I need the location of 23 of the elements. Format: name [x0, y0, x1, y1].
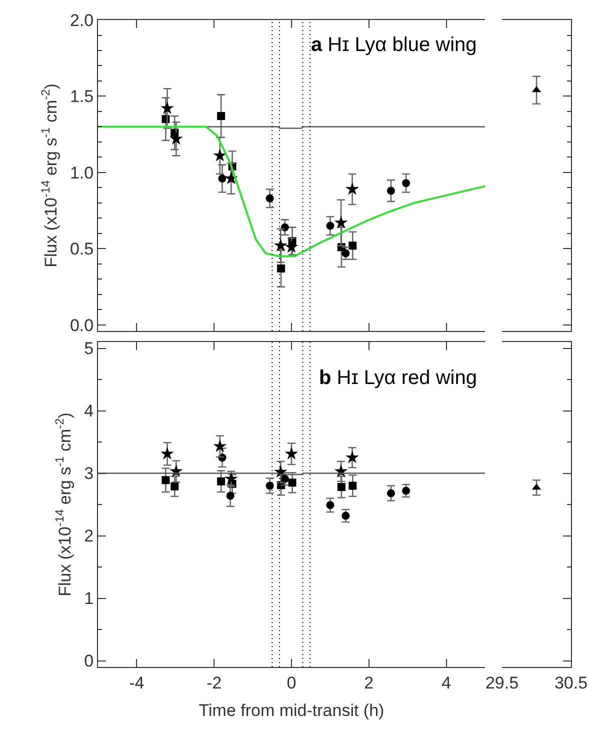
y-tick-label: 0.0 [70, 316, 94, 335]
x-tick-label: 0 [286, 673, 296, 692]
text: Hɪ Lyα red wing [336, 367, 477, 389]
x-tick-label: 29.5 [485, 673, 519, 692]
y-tick-label: 2 [84, 526, 94, 546]
y-tick-label: 4 [84, 402, 94, 421]
x-tick-label: 4 [442, 673, 452, 692]
y-tick-label: 2.0 [70, 10, 94, 30]
x-axis-title: Time from mid-transit (h) [198, 700, 384, 720]
x-tick-label: -2 [206, 673, 222, 692]
y-tick-label: 1.0 [70, 163, 94, 182]
y-tick-label: 1.5 [70, 87, 94, 106]
annotation: b [319, 367, 332, 389]
x-tick-label: -4 [129, 673, 144, 692]
x-tick-label: 30.5 [554, 673, 588, 692]
annotation: a [311, 34, 323, 56]
y-tick-label: 0 [84, 652, 94, 671]
x-tick-label: 2 [364, 673, 374, 692]
text: Hɪ Lyα blue wing [328, 34, 477, 56]
y-tick-label: 3 [84, 464, 94, 484]
y-tick-label: 1 [84, 589, 94, 608]
y-tick-label: 0.5 [70, 240, 94, 259]
y-tick-label: 5 [84, 339, 94, 358]
